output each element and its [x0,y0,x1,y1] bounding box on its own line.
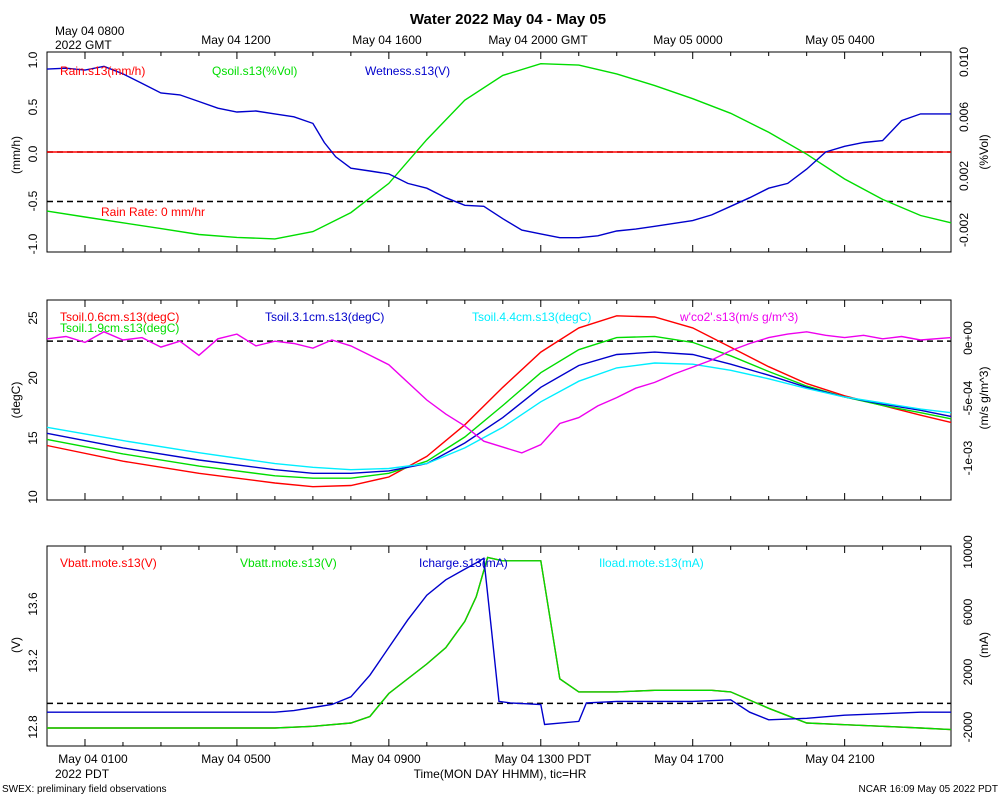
series-line-0-1 [46,62,952,240]
bottom-axis-label: May 04 1300 PDT [495,752,592,766]
series-line-1-4 [46,331,952,454]
y-tick-label-right: 0.010 [957,47,971,77]
legend-entry: Icharge.s13(mA) [419,556,508,570]
series-line-2-2 [47,557,951,726]
top-axis-label-first: May 04 0800 [55,24,125,38]
panel-temperature: 25 20 15 10 (degC) 0e+00 -5e-04 -1e-03 (… [9,299,991,504]
bottom-axis-year: 2022 PDT [55,767,110,781]
y-tick-label: 1.0 [26,51,40,68]
y-axis-label-right: (m/s g/m^3) [977,367,991,430]
bottom-axis-label: May 04 2100 [805,752,875,766]
y-axis-label-right: (mA) [977,632,991,658]
top-axis-label: May 04 1600 [352,33,422,47]
y-tick-label: 15 [26,431,40,445]
panel-water: 1.0 0.5 0.0 -0.5 -1.0 (mm/h) 0.010 0.006… [9,47,991,255]
y-tick-label: 12.8 [26,715,40,739]
top-axis-label-first-year: 2022 GMT [55,38,112,52]
y-tick-label-right: 0.006 [957,102,971,132]
bottom-axis-label: May 04 1700 [654,752,724,766]
panel-frame [46,299,952,501]
y-tick-label-right: 0e+00 [961,321,975,355]
legend-entry: Wetness.s13(V) [365,64,450,78]
footer-right: NCAR 16:09 May 05 2022 PDT [858,784,998,795]
rain-rate-annotation: Rain Rate: 0 mm/hr [101,205,205,219]
top-axis-label: May 04 2000 GMT [488,33,588,47]
bottom-axis-label: May 04 0500 [201,752,271,766]
y-axis-label-left: (mm/h) [9,136,23,174]
y-tick-label: 0.5 [26,98,40,115]
y-tick-label: 25 [26,311,40,325]
y-tick-label: -0.5 [26,190,40,211]
y-tick-label: 13.2 [26,649,40,673]
y-axis-label-right: (%Vol) [977,134,991,169]
y-tick-label-right: 10000 [961,535,975,569]
y-tick-label: 10 [26,490,40,504]
legend-entry: Vbatt.mote.s13(V) [60,556,157,570]
top-axis-label: May 04 1200 [201,33,271,47]
y-axis-label-left: (V) [9,637,23,653]
legend-entry: Qsoil.s13(%Vol) [212,64,297,78]
top-axis-label: May 05 0000 [653,33,723,47]
panel-power: 13.6 13.2 12.8 (V) 10000 6000 2000 -2000… [9,535,991,747]
legend-entry: Tsoil.1.9cm.s13(degC) [60,321,179,335]
y-tick-label-right: -5e-04 [961,380,975,415]
top-axis-label: May 05 0400 [805,33,875,47]
y-axis-label-left: (degC) [9,382,23,419]
panel-frame [46,545,952,747]
legend-entry: Iload.mote.s13(mA) [599,556,704,570]
series-line-1-0 [46,315,952,488]
y-tick-label: 20 [26,371,40,385]
y-tick-label-right: -2000 [961,711,975,742]
chart-title: Water 2022 May 04 - May 05 [410,11,606,28]
series-line-0-2 [46,65,951,239]
legend-entry: Rain.s13(mm/h) [60,64,145,78]
bottom-axis-label: May 04 0100 [58,752,128,766]
legend-entry: Tsoil.0.6cm.s13(degC) [60,310,179,324]
legend-entry: w'co2'.s13(m/s g/m^3) [679,310,798,324]
x-axis-label: Time(MON DAY HHMM), tic=HR [414,767,587,781]
bottom-axis-label: May 04 0900 [351,752,421,766]
series-line-1-3 [46,362,952,471]
y-tick-label-right: 0.002 [957,161,971,191]
y-tick-label-right: 6000 [961,598,975,625]
y-tick-label: 13.6 [26,592,40,616]
y-tick-label-right: -1e-03 [961,440,975,475]
y-tick-label: -1.0 [26,233,40,254]
footer-left: SWEX: preliminary field observations [2,784,167,795]
y-tick-label: 0.0 [26,145,40,162]
legend-entry: Tsoil.4.4cm.s13(degC) [472,310,591,324]
legend-entry: Tsoil.3.1cm.s13(degC) [265,310,384,324]
y-tick-label-right: 2000 [961,658,975,685]
y-tick-label-right: -0.002 [957,213,971,247]
legend-entry: Vbatt.mote.s13(V) [240,556,337,570]
